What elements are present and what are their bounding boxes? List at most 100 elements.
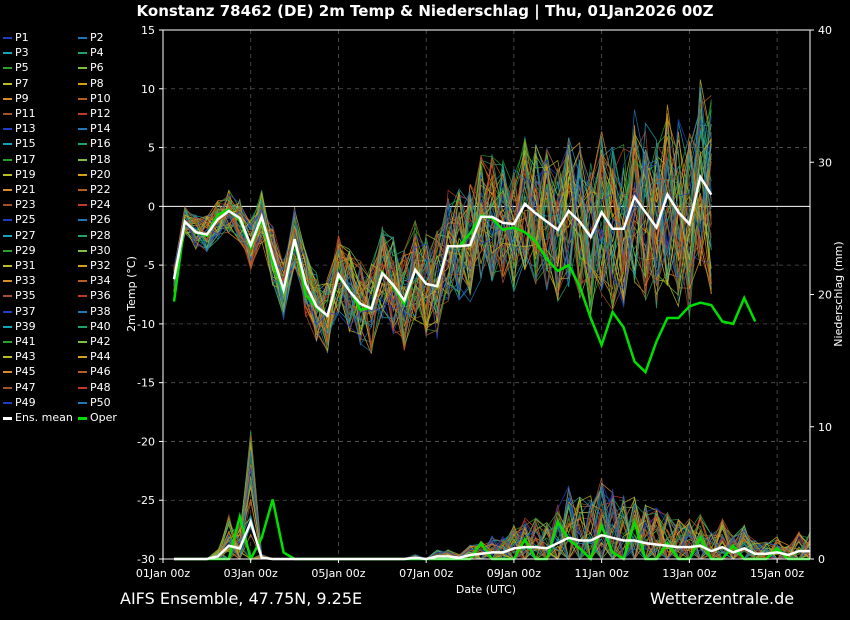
- y-tick-label-right: 0: [818, 553, 825, 566]
- legend-swatch: [78, 82, 87, 85]
- legend-swatch: [3, 158, 12, 161]
- y-tick-label-left: -15: [137, 377, 155, 390]
- legend-item: P44: [78, 350, 111, 363]
- legend-swatch: [3, 143, 12, 146]
- member-temp-line: [173, 119, 712, 328]
- legend-label: P6: [90, 61, 104, 75]
- legend-label: P27: [15, 228, 36, 242]
- y-tick-label-left: -25: [137, 494, 155, 507]
- legend-label: P34: [90, 274, 111, 288]
- legend-label: P13: [15, 122, 36, 136]
- legend-swatch: [78, 295, 87, 298]
- x-axis-label: Date (UTC): [456, 583, 516, 596]
- legend-swatch: [78, 280, 87, 283]
- legend-swatch: [78, 401, 87, 404]
- legend-item: P30: [78, 244, 111, 257]
- y-tick-label-left: 0: [148, 200, 155, 213]
- legend-label: P21: [15, 183, 36, 196]
- legend-label: P23: [15, 198, 36, 212]
- y-tick-label-left: -20: [137, 435, 155, 448]
- x-tick-label: 11Jan 00z: [575, 567, 629, 580]
- legend-label: P45: [15, 365, 36, 379]
- legend-item: P20: [78, 168, 111, 181]
- legend-swatch: [78, 113, 87, 115]
- legend-item: P43: [3, 350, 36, 363]
- legend-item: P50: [78, 396, 111, 409]
- x-tick-label: 13Jan 00z: [662, 567, 716, 580]
- legend-item: P9: [3, 92, 29, 105]
- legend-swatch: [3, 401, 12, 404]
- legend-item: P19: [3, 168, 36, 181]
- legend-label: Ens. mean: [15, 411, 73, 424]
- legend-item: P14: [78, 122, 111, 135]
- legend-swatch: [78, 189, 87, 191]
- legend-swatch: [3, 113, 12, 115]
- legend-swatch: [78, 128, 87, 131]
- legend-swatch: [3, 249, 12, 252]
- member-temp-line: [173, 125, 712, 333]
- legend-swatch: [78, 234, 87, 237]
- legend-swatch: [78, 204, 87, 207]
- ensemble-members: [173, 79, 811, 561]
- legend-swatch: [3, 325, 12, 328]
- x-tick-label: 15Jan 00z: [750, 567, 804, 580]
- member-temp-line: [173, 108, 712, 336]
- legend-label: P26: [90, 213, 111, 227]
- legend-item: P35: [3, 289, 36, 302]
- y-tick-label-right: 20: [818, 289, 832, 302]
- legend-item: P25: [3, 213, 36, 226]
- member-temp-line: [173, 99, 712, 335]
- model-info: AIFS Ensemble, 47.75N, 9.25E: [120, 589, 363, 608]
- legend-item: P26: [78, 213, 111, 226]
- legend-item: P16: [78, 137, 111, 150]
- legend-swatch: [3, 67, 12, 70]
- legend-label: P41: [15, 335, 36, 348]
- legend-label: P39: [15, 319, 36, 333]
- legend-item: P45: [3, 365, 36, 378]
- legend-item: P12: [78, 107, 111, 120]
- y-tick-label-right: 10: [818, 421, 832, 434]
- legend-label: P47: [15, 380, 36, 394]
- legend-swatch: [78, 356, 87, 359]
- legend-swatch: [3, 295, 12, 298]
- legend-item: P2: [78, 31, 104, 44]
- legend-swatch: [78, 371, 87, 374]
- legend-item: P3: [3, 46, 29, 59]
- legend-label: P18: [90, 152, 111, 166]
- legend-label: P22: [90, 183, 111, 196]
- legend-label: P15: [15, 137, 36, 151]
- legend-swatch: [3, 219, 12, 222]
- legend-swatch: [78, 158, 87, 161]
- legend-item: P5: [3, 61, 29, 74]
- legend-label: P9: [15, 91, 29, 105]
- legend-swatch: [3, 371, 12, 374]
- legend-label: P49: [15, 395, 36, 409]
- grid: [162, 29, 810, 560]
- legend-label: P31: [15, 259, 36, 272]
- legend-item: P4: [78, 46, 104, 59]
- legend-swatch: [78, 325, 87, 328]
- legend-item: P41: [3, 335, 36, 348]
- y-tick-label-left: 5: [148, 142, 155, 155]
- legend-swatch: [3, 386, 12, 389]
- legend-label: P29: [15, 243, 36, 257]
- legend-item: Oper: [78, 411, 117, 424]
- legend-item: P22: [78, 183, 111, 196]
- legend-label: P24: [90, 198, 111, 212]
- y-tick-label-right: 30: [818, 156, 832, 169]
- legend-item: P17: [3, 153, 36, 166]
- legend-item: P37: [3, 305, 36, 318]
- legend-swatch: [3, 97, 12, 100]
- legend-item: P24: [78, 198, 111, 211]
- legend-label: P25: [15, 213, 36, 227]
- legend-swatch: [3, 52, 12, 55]
- legend-label: P17: [15, 152, 36, 166]
- legend-label: P36: [90, 289, 111, 303]
- legend-item: P1: [3, 31, 29, 44]
- legend-swatch: [3, 416, 12, 420]
- legend-label: P1: [15, 31, 29, 44]
- y-tick-label-left: -10: [137, 318, 155, 331]
- legend-label: P46: [90, 365, 111, 379]
- legend-swatch: [3, 280, 12, 283]
- legend-label: P37: [15, 304, 36, 318]
